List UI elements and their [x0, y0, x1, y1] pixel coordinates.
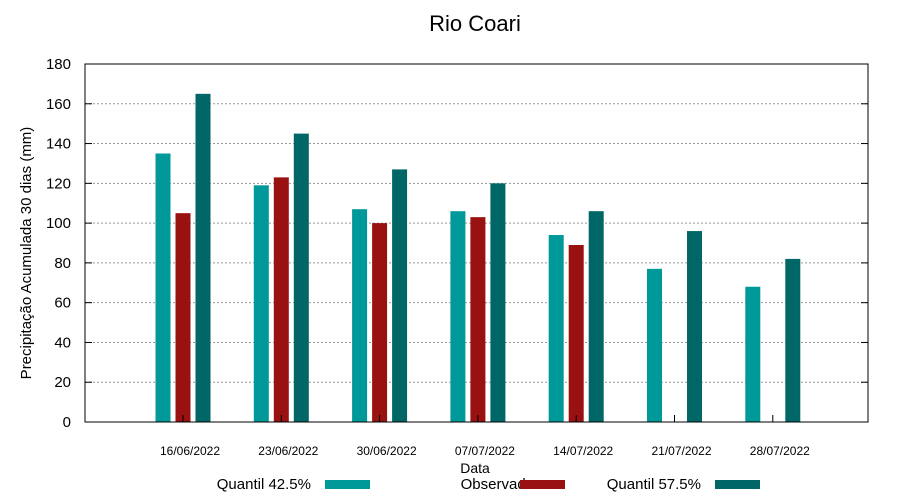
- bar: [175, 213, 191, 422]
- bar: [273, 177, 289, 422]
- legend-label: Observado: [461, 476, 534, 493]
- bar: [548, 235, 564, 422]
- bar: [568, 244, 584, 422]
- grid-lines: [85, 103, 868, 383]
- y-tick-label: 180: [46, 56, 71, 73]
- y-tick-label: 100: [46, 215, 71, 232]
- legend: Quantil 42.5% Observado Quantil 57.5%: [217, 476, 760, 493]
- bar: [195, 93, 211, 422]
- legend-swatch: [715, 480, 760, 489]
- bar: [372, 223, 388, 422]
- x-tick-label: 30/06/2022: [357, 444, 417, 458]
- y-tick-label: 40: [54, 334, 71, 351]
- bar: [253, 185, 269, 422]
- x-tick-label: 21/07/2022: [651, 444, 711, 458]
- y-tick-label: 120: [46, 175, 71, 192]
- x-axis-label: Data: [460, 460, 490, 476]
- legend-swatch: [520, 480, 565, 489]
- legend-swatch: [325, 480, 370, 489]
- x-tick-label: 23/06/2022: [258, 444, 318, 458]
- x-axis: 16/06/2022 23/06/2022 30/06/2022 07/07/2022…: [160, 415, 810, 458]
- bar: [470, 217, 486, 422]
- chart-title: Rio Coari: [429, 11, 521, 36]
- bar: [155, 153, 171, 422]
- y-tick-label: 20: [54, 374, 71, 391]
- bar: [293, 133, 309, 422]
- x-tick-label: 07/07/2022: [455, 444, 515, 458]
- x-tick-label: 14/07/2022: [553, 444, 613, 458]
- legend-label: Quantil 57.5%: [607, 476, 701, 493]
- y-tick-label: 0: [63, 414, 71, 431]
- y-tick-label: 140: [46, 136, 71, 153]
- bar: [785, 258, 801, 422]
- bar: [745, 286, 761, 422]
- bar: [687, 231, 702, 422]
- y-axis: 0 20 40 60 80 100 120 140 160 180: [46, 56, 868, 431]
- x-tick-label: 16/06/2022: [160, 444, 220, 458]
- y-tick-label: 80: [54, 255, 71, 272]
- y-axis-label: Precipitação Acumulada 30 dias (mm): [18, 127, 35, 380]
- bar: [450, 211, 466, 422]
- y-tick-label: 60: [54, 295, 71, 312]
- plot-frame: [84, 63, 869, 423]
- bar: [352, 209, 368, 422]
- bar: [490, 183, 506, 422]
- bar: [588, 211, 604, 422]
- x-tick-label: 28/07/2022: [750, 444, 810, 458]
- bars: [155, 93, 801, 422]
- bar: [392, 169, 408, 422]
- legend-label: Quantil 42.5%: [217, 476, 311, 493]
- bar: [647, 268, 662, 422]
- y-tick-label: 160: [46, 96, 71, 113]
